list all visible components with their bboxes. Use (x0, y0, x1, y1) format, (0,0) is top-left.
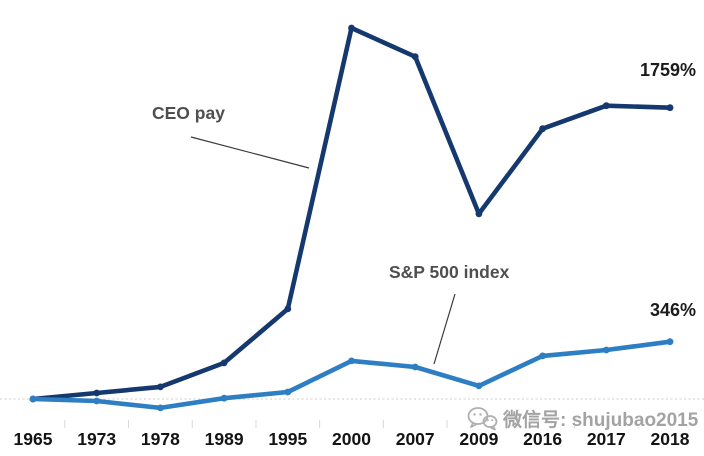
s-p-500-index-point-1995 (284, 388, 292, 396)
ceo-pay-point-2016 (539, 125, 546, 133)
series-layer (0, 24, 704, 428)
sp500-end-value: 346% (649, 300, 696, 320)
sp500-series-label: S&P 500 index (389, 262, 510, 282)
ceo-pay-point-1995 (284, 305, 292, 313)
s-p-500-index-point-1978 (157, 404, 164, 412)
watermark-text: 微信号: shujubao2015 (503, 410, 699, 431)
ceo-pay-leader-line (190, 136, 310, 169)
ceo-pay-point-2018 (666, 104, 674, 112)
watermark: 微信号: shujubao2015 (466, 405, 698, 432)
x-axis-label-1965: 1965 (13, 429, 53, 449)
ceo-pay-point-1973 (93, 389, 101, 397)
ceo-pay-line (30, 25, 673, 402)
sp500-leader-line (433, 293, 456, 365)
ceo-pay-end-value: 1759% (639, 60, 696, 80)
ceo-pay-point-1989 (220, 359, 228, 367)
ceo-pay-point-1978 (157, 383, 164, 391)
x-axis-label-1978: 1978 (140, 429, 180, 449)
x-axis-label-1995: 1995 (268, 429, 308, 449)
x-axis-label-2007: 2007 (395, 429, 435, 449)
ceo-pay-point-2017 (602, 102, 610, 110)
s-p-500-index-point-2018 (666, 338, 674, 346)
x-axis-label-1989: 1989 (204, 429, 244, 449)
s-p-500-index-point-2000 (348, 357, 355, 365)
x-axis-label-1973: 1973 (77, 429, 117, 449)
x-axis-label-2000: 2000 (332, 429, 371, 449)
s-p-500-index-line (30, 339, 673, 411)
s-p-500-index-point-1973 (93, 397, 101, 405)
ceo-pay-series-label: CEO pay (152, 103, 225, 123)
wechat-icon (467, 407, 498, 431)
x-axis-label-2009: 2009 (459, 429, 499, 449)
s-p-500-index-point-2016 (539, 352, 546, 360)
ceo-pay-point-2000 (348, 24, 355, 32)
s-p-500-index-point-2007 (411, 363, 419, 371)
s-p-500-index-point-2017 (602, 346, 610, 354)
x-axis-label-2018: 2018 (650, 429, 690, 449)
x-axis-label-2017: 2017 (586, 429, 626, 449)
s-p-500-index-point-1989 (220, 394, 228, 402)
ceo-pay-point-2007 (411, 53, 419, 61)
s-p-500-index-point-2009 (475, 382, 483, 390)
x-axis-label-2016: 2016 (523, 429, 563, 449)
ceo-pay-point-2009 (475, 210, 483, 218)
s-p-500-index-point-1965 (29, 395, 37, 403)
